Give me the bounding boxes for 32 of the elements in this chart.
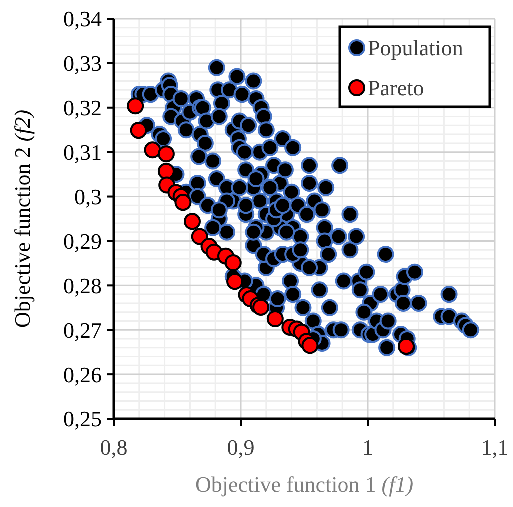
- legend-label: Population: [368, 36, 464, 61]
- x-tick-label: 1: [362, 435, 374, 460]
- y-tick-label: 0,33: [64, 51, 102, 76]
- y-tick-label: 0,26: [64, 362, 102, 388]
- x-tick-label: 0,9: [227, 435, 255, 460]
- x-tick-label: 1,1: [481, 435, 509, 460]
- point: [184, 213, 201, 230]
- y-tick-label: 0,25: [64, 406, 102, 432]
- point: [144, 142, 162, 159]
- y-tick-label: 0,31: [64, 140, 102, 166]
- point: [158, 162, 175, 180]
- point: [302, 337, 319, 354]
- point: [191, 228, 208, 246]
- y-tick-label: 0,27: [64, 318, 102, 343]
- y-tick-label: 0,3: [74, 184, 102, 210]
- y-tick-label: 0,34: [64, 6, 102, 32]
- legend-label: Pareto: [368, 76, 424, 101]
- y-tick-label: 0,28: [64, 273, 102, 298]
- point: [266, 310, 284, 328]
- point: [252, 298, 270, 316]
- point: [174, 194, 192, 212]
- point: [158, 146, 175, 163]
- y-axis-title: Objective function 2 (f2): [10, 110, 35, 328]
- point: [226, 273, 244, 290]
- x-axis-title: Objective function 1 (f1): [195, 472, 414, 497]
- point: [398, 338, 415, 356]
- y-tick-label: 0,32: [64, 96, 102, 121]
- point: [130, 122, 148, 140]
- y-tick-label: 0,29: [64, 228, 102, 254]
- point: [127, 98, 144, 115]
- x-tick-label: 0,8: [100, 435, 128, 460]
- point: [224, 254, 242, 272]
